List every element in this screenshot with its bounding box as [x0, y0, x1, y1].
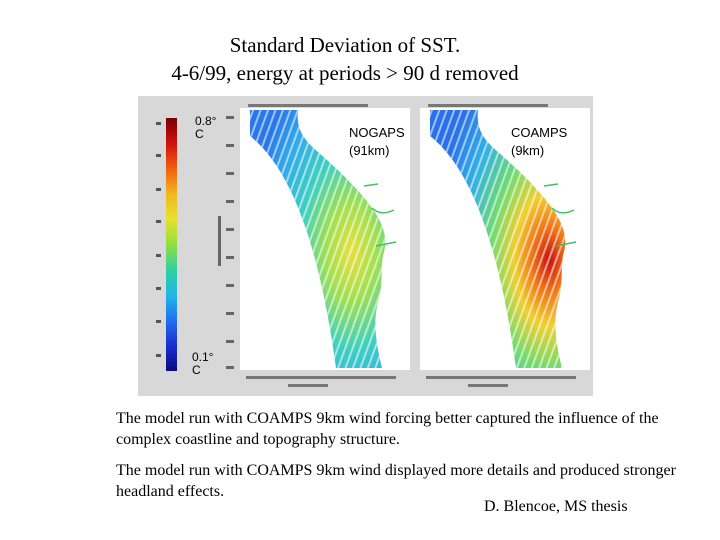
colorbar-ticks [156, 122, 161, 357]
nogaps-resolution: (91km) [349, 143, 390, 158]
latitude-axis [218, 116, 234, 369]
source-credit: D. Blencoe, MS thesis [484, 498, 628, 515]
sst-std-figure [138, 96, 593, 396]
colorbar [166, 118, 177, 371]
coamps-panel-label: COAMPS (9km) [511, 124, 567, 160]
slide-title-line-2: 4-6/99, energy at periods > 90 d removed [171, 61, 519, 85]
longitude-axis [246, 376, 576, 387]
colorbar-min-label: 0.1° C [192, 350, 214, 377]
slide-title-line-1: Standard Deviation of SST. [229, 33, 461, 57]
nogaps-model-name: NOGAPS [349, 125, 405, 140]
coamps-model-name: COAMPS [511, 125, 568, 140]
coamps-sst-map [430, 110, 577, 368]
nogaps-panel-label: NOGAPS (91km) [349, 124, 405, 160]
nogaps-sst-map [250, 110, 397, 368]
finding-paragraph-2: The model run with COAMPS 9km wind displ… [116, 462, 676, 500]
colorbar-max-label: 0.8° C [195, 114, 217, 141]
finding-paragraph-1: The model run with COAMPS 9km wind forci… [116, 410, 659, 448]
coamps-resolution: (9km) [511, 143, 545, 158]
